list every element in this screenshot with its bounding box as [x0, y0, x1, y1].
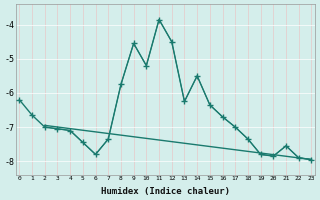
- X-axis label: Humidex (Indice chaleur): Humidex (Indice chaleur): [101, 187, 230, 196]
